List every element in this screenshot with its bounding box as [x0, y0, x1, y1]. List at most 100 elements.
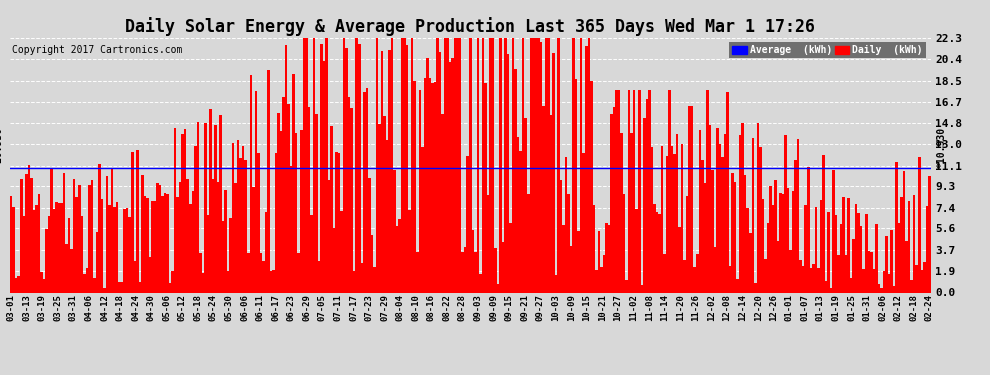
Bar — [562, 225, 565, 292]
Bar — [572, 38, 575, 292]
Bar — [303, 38, 305, 292]
Bar — [202, 273, 204, 292]
Bar — [797, 139, 800, 292]
Bar — [644, 117, 645, 292]
Bar — [432, 83, 434, 292]
Bar — [370, 235, 373, 292]
Bar — [532, 38, 535, 292]
Bar — [683, 261, 686, 292]
Bar — [55, 202, 57, 292]
Bar — [895, 162, 898, 292]
Bar — [50, 169, 52, 292]
Bar — [512, 38, 515, 292]
Bar — [658, 214, 660, 292]
Bar — [305, 38, 308, 292]
Bar — [777, 241, 779, 292]
Bar — [287, 104, 290, 292]
Bar — [194, 146, 197, 292]
Bar — [96, 232, 98, 292]
Bar — [163, 193, 166, 292]
Bar — [810, 268, 812, 292]
Bar — [719, 144, 722, 292]
Bar — [249, 75, 252, 292]
Bar — [363, 92, 365, 292]
Bar — [701, 160, 704, 292]
Bar — [262, 261, 264, 292]
Bar — [655, 212, 658, 292]
Bar — [764, 258, 766, 292]
Bar — [613, 107, 616, 292]
Bar — [406, 45, 409, 292]
Bar — [383, 116, 386, 292]
Bar — [151, 201, 153, 292]
Bar — [91, 180, 93, 292]
Bar — [257, 153, 259, 292]
Bar — [890, 230, 893, 292]
Bar — [900, 197, 903, 292]
Bar — [638, 90, 641, 292]
Bar — [35, 205, 38, 292]
Bar — [103, 288, 106, 292]
Bar — [461, 252, 464, 292]
Bar — [20, 179, 23, 292]
Bar — [448, 62, 451, 292]
Bar — [378, 123, 381, 292]
Bar — [673, 154, 676, 292]
Bar — [235, 183, 237, 292]
Bar — [360, 263, 363, 292]
Bar — [709, 124, 711, 292]
Bar — [48, 216, 50, 292]
Bar — [166, 194, 169, 292]
Bar — [771, 205, 774, 292]
Bar — [693, 267, 696, 292]
Bar — [628, 90, 631, 292]
Bar — [398, 219, 401, 292]
Text: *10.930: *10.930 — [937, 126, 946, 168]
Bar — [119, 282, 121, 292]
Bar — [136, 150, 139, 292]
Bar — [227, 272, 230, 292]
Bar — [174, 128, 176, 292]
Bar — [464, 247, 466, 292]
Bar — [23, 216, 25, 292]
Text: *10.930: *10.930 — [0, 126, 4, 168]
Bar — [802, 266, 805, 292]
Bar — [716, 128, 719, 292]
Bar — [325, 38, 328, 292]
Bar — [867, 251, 870, 292]
Bar — [575, 80, 577, 292]
Bar — [267, 70, 269, 292]
Bar — [68, 218, 70, 292]
Bar — [80, 216, 83, 292]
Bar — [812, 264, 815, 292]
Bar — [153, 201, 156, 292]
Bar — [65, 244, 68, 292]
Bar — [686, 196, 688, 292]
Bar — [240, 158, 242, 292]
Bar — [688, 106, 691, 292]
Bar — [259, 253, 262, 292]
Bar — [769, 186, 771, 292]
Bar — [416, 252, 419, 292]
Bar — [156, 183, 158, 292]
Bar — [401, 38, 403, 292]
Bar — [116, 202, 119, 292]
Bar — [43, 279, 46, 292]
Bar — [522, 38, 525, 292]
Bar — [63, 172, 65, 292]
Bar — [85, 268, 88, 292]
Bar — [456, 38, 459, 292]
Bar — [421, 147, 424, 292]
Bar — [779, 193, 782, 292]
Bar — [144, 196, 147, 292]
Bar — [844, 255, 847, 292]
Bar — [93, 278, 96, 292]
Bar — [15, 278, 18, 292]
Bar — [608, 225, 610, 292]
Bar — [73, 179, 75, 292]
Bar — [439, 52, 442, 292]
Bar — [820, 200, 822, 292]
Bar — [453, 38, 456, 292]
Text: Copyright 2017 Cartronics.com: Copyright 2017 Cartronics.com — [12, 45, 182, 55]
Bar — [186, 179, 189, 292]
